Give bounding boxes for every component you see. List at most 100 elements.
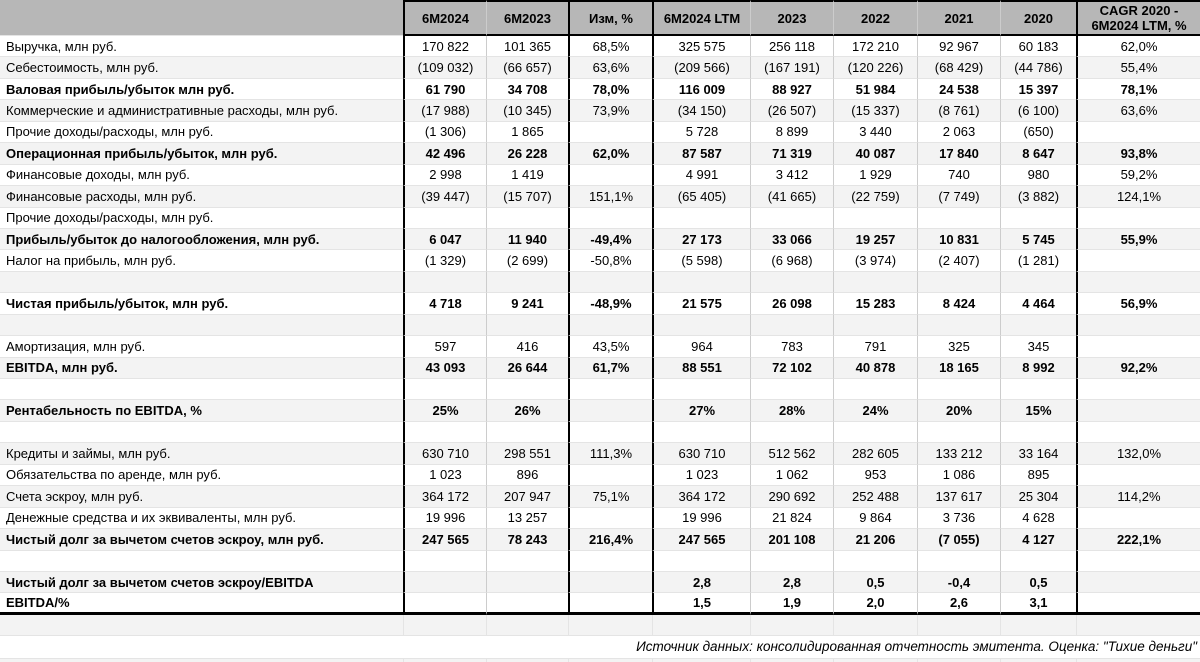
value-cell: (3 974) <box>833 250 917 272</box>
value-cell: (7 749) <box>917 186 1000 208</box>
header-cell: 2023 <box>750 0 833 36</box>
value-cell: (26 507) <box>750 100 833 122</box>
value-cell: 953 <box>833 464 917 487</box>
value-cell: (8 761) <box>917 100 1000 122</box>
value-cell: 364 172 <box>403 486 486 508</box>
value-cell: 201 108 <box>750 529 833 551</box>
value-cell: (6 100) <box>1000 100 1076 122</box>
value-cell <box>833 314 917 337</box>
value-cell: 5 745 <box>1000 228 1076 251</box>
value-cell <box>486 207 568 229</box>
value-cell: 92 967 <box>917 36 1000 58</box>
value-cell: 68,5% <box>568 36 652 58</box>
value-cell: 1 865 <box>486 121 568 144</box>
value-cell: 62,0% <box>568 143 652 165</box>
value-cell <box>1076 207 1200 229</box>
value-cell: 40 087 <box>833 143 917 165</box>
footer-sliver-cell <box>917 658 1000 662</box>
value-cell: 1 023 <box>403 464 486 487</box>
value-cell: 71 319 <box>750 143 833 165</box>
value-cell: 10 831 <box>917 228 1000 251</box>
value-cell: 27 173 <box>652 228 750 251</box>
value-cell <box>486 593 568 615</box>
value-cell: 2,8 <box>652 571 750 594</box>
value-cell: 93,8% <box>1076 143 1200 165</box>
value-cell: 364 172 <box>652 486 750 508</box>
value-cell: (17 988) <box>403 100 486 122</box>
value-cell: -48,9% <box>568 293 652 315</box>
value-cell <box>1000 379 1076 401</box>
value-cell: 8 424 <box>917 293 1000 315</box>
footer-empty-cell <box>652 614 750 636</box>
value-cell: 15 283 <box>833 293 917 315</box>
value-cell <box>1076 379 1200 401</box>
value-cell <box>568 314 652 337</box>
value-cell <box>750 207 833 229</box>
footer-empty-cell <box>486 614 568 636</box>
value-cell: 28% <box>750 400 833 422</box>
value-cell <box>917 421 1000 444</box>
value-cell: 26% <box>486 400 568 422</box>
row-label: Выручка, млн руб. <box>0 36 403 58</box>
value-cell <box>652 550 750 572</box>
value-cell <box>486 314 568 337</box>
value-cell: 9 864 <box>833 507 917 530</box>
row-label: Амортизация, млн руб. <box>0 336 403 358</box>
value-cell <box>1000 271 1076 294</box>
value-cell <box>750 421 833 444</box>
value-cell: 26 228 <box>486 143 568 165</box>
value-cell: 512 562 <box>750 443 833 465</box>
footer-sliver-cell <box>403 658 486 662</box>
value-cell: 9 241 <box>486 293 568 315</box>
value-cell <box>403 271 486 294</box>
value-cell: 60 183 <box>1000 36 1076 58</box>
value-cell: 92,2% <box>1076 357 1200 379</box>
value-cell: 4 991 <box>652 164 750 187</box>
value-cell: 72 102 <box>750 357 833 379</box>
value-cell <box>403 571 486 594</box>
value-cell: 282 605 <box>833 443 917 465</box>
value-cell: 4 628 <box>1000 507 1076 530</box>
value-cell <box>403 207 486 229</box>
footer-sliver-cell <box>568 658 652 662</box>
value-cell <box>568 571 652 594</box>
value-cell: 5 728 <box>652 121 750 144</box>
footer-sliver-cell <box>0 658 403 662</box>
value-cell: 24 538 <box>917 78 1000 101</box>
value-cell: 416 <box>486 336 568 358</box>
value-cell <box>1076 550 1200 572</box>
value-cell: 19 996 <box>403 507 486 530</box>
value-cell: 27% <box>652 400 750 422</box>
value-cell: 25 304 <box>1000 486 1076 508</box>
value-cell <box>486 379 568 401</box>
value-cell: 2,6 <box>917 593 1000 615</box>
value-cell: (15 707) <box>486 186 568 208</box>
value-cell: 56,9% <box>1076 293 1200 315</box>
value-cell: 630 710 <box>652 443 750 465</box>
header-cell: 2022 <box>833 0 917 36</box>
value-cell: 247 565 <box>403 529 486 551</box>
header-cell: Изм, % <box>568 0 652 36</box>
value-cell: 8 899 <box>750 121 833 144</box>
value-cell: 1 062 <box>750 464 833 487</box>
value-cell: 111,3% <box>568 443 652 465</box>
value-cell: (650) <box>1000 121 1076 144</box>
value-cell: (3 882) <box>1000 186 1076 208</box>
value-cell <box>568 379 652 401</box>
value-cell <box>1076 464 1200 487</box>
row-label: Чистый долг за вычетом счетов эскроу, мл… <box>0 529 403 551</box>
value-cell: (34 150) <box>652 100 750 122</box>
value-cell <box>750 271 833 294</box>
value-cell: 78,0% <box>568 78 652 101</box>
value-cell <box>403 314 486 337</box>
value-cell <box>833 379 917 401</box>
value-cell: 8 992 <box>1000 357 1076 379</box>
row-label: Чистая прибыль/убыток, млн руб. <box>0 293 403 315</box>
value-cell: -49,4% <box>568 228 652 251</box>
value-cell: 21 824 <box>750 507 833 530</box>
value-cell: 55,4% <box>1076 57 1200 79</box>
row-label: Налог на прибыль, млн руб. <box>0 250 403 272</box>
row-label: EBITDA, млн руб. <box>0 357 403 379</box>
value-cell: (41 665) <box>750 186 833 208</box>
